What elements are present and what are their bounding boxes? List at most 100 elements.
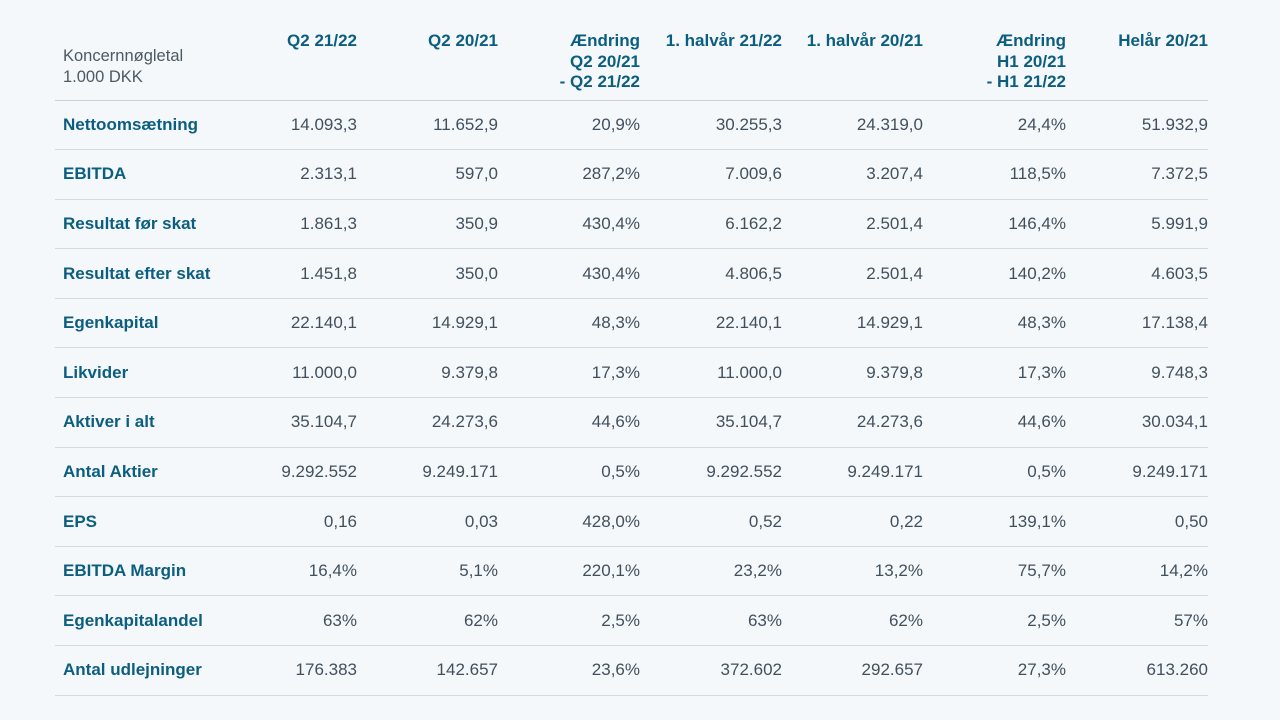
row-value: 17.138,4 <box>1066 298 1208 349</box>
row-value: 11.652,9 <box>357 100 498 151</box>
row-value: 7.372,5 <box>1066 149 1208 200</box>
row-value: 9.249.171 <box>1066 447 1208 498</box>
row-value: 63% <box>225 595 357 647</box>
row-value: 9.379,8 <box>782 347 923 399</box>
row-value: 14.929,1 <box>357 298 498 349</box>
row-value: 350,0 <box>357 248 498 299</box>
row-value: 30.255,3 <box>640 100 782 151</box>
row-value: 27,3% <box>923 645 1066 696</box>
row-value: 35.104,7 <box>640 397 782 448</box>
row-value: 176.383 <box>225 645 357 696</box>
row-value: 48,3% <box>923 298 1066 349</box>
row-value: 4.806,5 <box>640 248 782 299</box>
row-value: 13,2% <box>782 546 923 597</box>
row-label: Egenkapitalandel <box>55 595 225 647</box>
row-value: 14,2% <box>1066 546 1208 597</box>
row-value: 9.249.171 <box>357 447 498 498</box>
row-value: 24.273,6 <box>782 397 923 448</box>
column-header: 1. halvår 20/21 <box>782 0 923 101</box>
table-row: Egenkapital 22.140,1 14.929,1 48,3% 22.140,… <box>55 298 1208 349</box>
row-label: Aktiver i alt <box>55 397 225 448</box>
column-header: Q2 20/21 <box>357 0 498 101</box>
row-value: 0,5% <box>498 447 640 498</box>
row-value: 24.319,0 <box>782 100 923 151</box>
row-value: 16,4% <box>225 546 357 597</box>
column-header: Helår 20/21 <box>1066 0 1208 101</box>
row-value: 9.292.552 <box>225 447 357 498</box>
row-value: 62% <box>782 595 923 647</box>
row-value: 2,5% <box>498 595 640 647</box>
row-value: 9.249.171 <box>782 447 923 498</box>
row-label: EBITDA Margin <box>55 546 225 597</box>
table-header: Koncernnøgletal 1.000 DKK Q2 21/22 Q2 20/2… <box>55 0 1208 101</box>
key-figures-table: Koncernnøgletal 1.000 DKK Q2 21/22 Q2 20/2… <box>55 0 1208 696</box>
table-row: EPS 0,16 0,03 428,0% 0,52 0,22 139,1% 0,50 <box>55 496 1208 547</box>
row-value: 30.034,1 <box>1066 397 1208 448</box>
row-value: 44,6% <box>923 397 1066 448</box>
row-label: EBITDA <box>55 149 225 200</box>
table-row: Resultat efter skat 1.451,8 350,0 430,4% 4.… <box>55 248 1208 299</box>
row-value: 75,7% <box>923 546 1066 597</box>
row-label: Nettoomsætning <box>55 100 225 151</box>
table-row: EBITDA Margin 16,4% 5,1% 220,1% 23,2% 13,2% 7… <box>55 546 1208 597</box>
row-label: Antal Aktier <box>55 447 225 498</box>
table-body: Nettoomsætning 14.093,3 11.652,9 20,9% 30.2… <box>55 100 1208 696</box>
row-value: 51.932,9 <box>1066 100 1208 151</box>
row-value: 146,4% <box>923 199 1066 250</box>
row-value: 9.379,8 <box>357 347 498 399</box>
row-value: 428,0% <box>498 496 640 547</box>
row-value: 430,4% <box>498 199 640 250</box>
row-value: 4.603,5 <box>1066 248 1208 299</box>
row-value: 11.000,0 <box>640 347 782 399</box>
row-value: 23,2% <box>640 546 782 597</box>
row-value: 0,22 <box>782 496 923 547</box>
row-value: 63% <box>640 595 782 647</box>
row-value: 6.162,2 <box>640 199 782 250</box>
row-value: 57% <box>1066 595 1208 647</box>
row-value: 7.009,6 <box>640 149 782 200</box>
row-value: 0,5% <box>923 447 1066 498</box>
column-header: 1. halvår 21/22 <box>640 0 782 101</box>
row-value: 5.991,9 <box>1066 199 1208 250</box>
header-row: Koncernnøgletal 1.000 DKK Q2 21/22 Q2 20/2… <box>55 0 1208 101</box>
row-label: Resultat før skat <box>55 199 225 250</box>
column-header: Ændring H1 20/21- H1 21/22 <box>923 0 1066 101</box>
row-value: 11.000,0 <box>225 347 357 399</box>
table-row: Antal Aktier 9.292.552 9.249.171 0,5% 9.292… <box>55 447 1208 498</box>
row-value: 0,50 <box>1066 496 1208 547</box>
row-value: 142.657 <box>357 645 498 696</box>
row-value: 24.273,6 <box>357 397 498 448</box>
row-value: 372.602 <box>640 645 782 696</box>
row-value: 22.140,1 <box>225 298 357 349</box>
row-label: Resultat efter skat <box>55 248 225 299</box>
row-value: 2,5% <box>923 595 1066 647</box>
table-row: EBITDA 2.313,1 597,0 287,2% 7.009,6 3.207,4 1… <box>55 149 1208 200</box>
row-value: 17,3% <box>923 347 1066 399</box>
row-value: 0,52 <box>640 496 782 547</box>
row-value: 430,4% <box>498 248 640 299</box>
row-value: 118,5% <box>923 149 1066 200</box>
table-row: Resultat før skat 1.861,3 350,9 430,4% 6.16… <box>55 199 1208 250</box>
row-label: Antal udlejninger <box>55 645 225 696</box>
row-value: 1.861,3 <box>225 199 357 250</box>
row-value: 597,0 <box>357 149 498 200</box>
row-label: Likvider <box>55 347 225 399</box>
row-value: 35.104,7 <box>225 397 357 448</box>
row-value: 139,1% <box>923 496 1066 547</box>
row-value: 2.313,1 <box>225 149 357 200</box>
row-value: 23,6% <box>498 645 640 696</box>
row-value: 350,9 <box>357 199 498 250</box>
table-unit-caption: Koncernnøgletal 1.000 DKK <box>55 0 225 101</box>
row-value: 2.501,4 <box>782 199 923 250</box>
row-value: 9.292.552 <box>640 447 782 498</box>
row-label: EPS <box>55 496 225 547</box>
key-figures-section: Koncernnøgletal 1.000 DKK Q2 21/22 Q2 20/2… <box>55 0 1208 696</box>
row-value: 220,1% <box>498 546 640 597</box>
row-value: 0,03 <box>357 496 498 547</box>
row-value: 17,3% <box>498 347 640 399</box>
row-value: 20,9% <box>498 100 640 151</box>
row-value: 0,16 <box>225 496 357 547</box>
table-row: Likvider 11.000,0 9.379,8 17,3% 11.000,0 9.3… <box>55 347 1208 399</box>
column-header: Q2 21/22 <box>225 0 357 101</box>
row-value: 14.929,1 <box>782 298 923 349</box>
